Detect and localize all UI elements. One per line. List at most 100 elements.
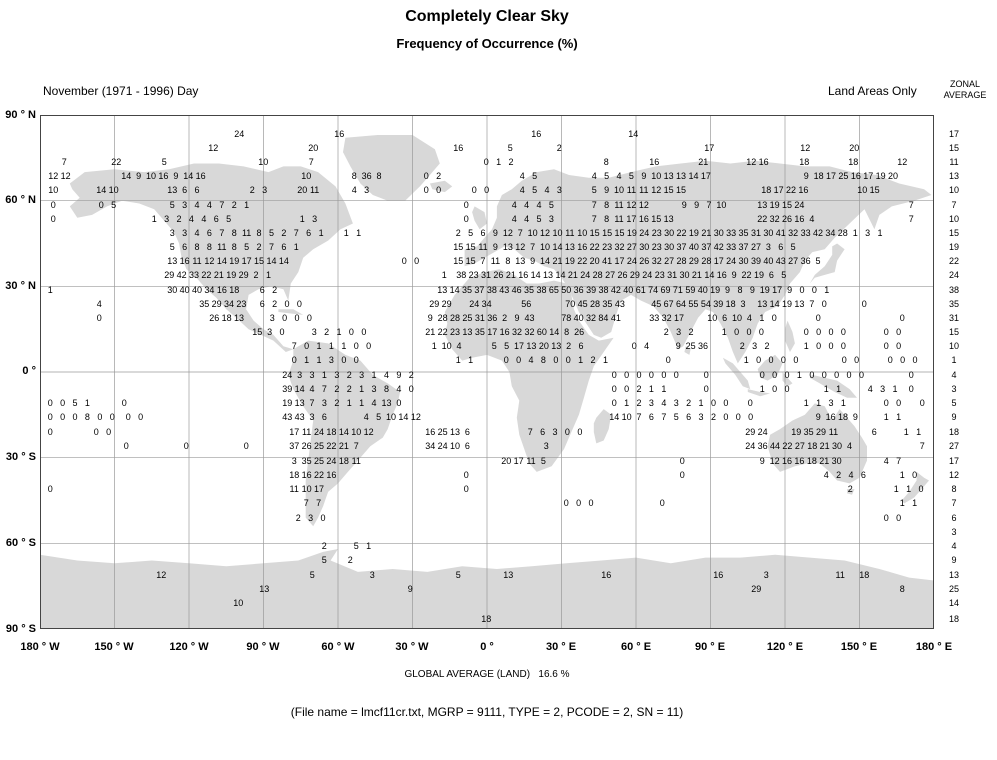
map-value: 34: [825, 228, 836, 238]
zonal-header-line2: AVERAGE: [943, 90, 987, 100]
map-value: 2: [249, 185, 255, 195]
map-value: 37: [289, 441, 300, 451]
map-value: 71: [672, 285, 683, 295]
landmass: [757, 354, 783, 381]
zonal-header-line1: ZONAL: [949, 79, 980, 89]
map-value: 12: [515, 242, 526, 252]
map-value: 2: [256, 242, 262, 252]
map-value: 4: [544, 185, 550, 195]
map-value: 0: [483, 157, 489, 167]
map-value: 18: [725, 299, 736, 309]
map-value: 14: [530, 270, 541, 280]
map-value: 0: [809, 370, 815, 380]
map-value: 3: [698, 412, 704, 422]
map-value: 8: [84, 412, 90, 422]
map-value-cluster: 29: [750, 584, 762, 594]
map-value: 4: [536, 200, 542, 210]
map-value: 0: [294, 313, 300, 323]
map-value: 13: [259, 584, 270, 594]
map-value: 11: [217, 242, 227, 252]
map-value: 1: [893, 484, 899, 494]
map-value: 1: [468, 355, 474, 365]
map-value: 33: [800, 228, 811, 238]
map-value: 9: [407, 584, 413, 594]
map-value: 29: [164, 270, 175, 280]
map-value: 0: [834, 370, 840, 380]
map-value: 6: [578, 341, 584, 351]
map-value: 9: [514, 313, 520, 323]
map-value: 36: [573, 285, 584, 295]
map-value-cluster: 18: [480, 614, 492, 624]
map-value-cluster: 70 45 28 35 43: [564, 299, 626, 309]
map-value: 0: [771, 313, 777, 323]
map-value: 3: [182, 228, 188, 238]
map-value-cluster: 7 8 11 17 16 15 13: [588, 214, 675, 224]
map-value: 0: [918, 484, 924, 494]
map-value: 2: [508, 157, 514, 167]
map-value: 3: [752, 341, 758, 351]
map-value: 5: [548, 200, 554, 210]
map-value: 10: [540, 242, 551, 252]
map-value: 4: [351, 185, 357, 195]
map-value: 17: [241, 256, 252, 266]
map-value: 69: [660, 285, 671, 295]
map-value-cluster: 0: [118, 398, 130, 408]
map-value: 15: [453, 256, 464, 266]
map-value: 30: [664, 228, 675, 238]
map-value: 34: [425, 441, 436, 451]
map-value-cluster: 29 29: [428, 299, 453, 309]
map-value: 0: [648, 370, 654, 380]
map-value: 3: [262, 185, 268, 195]
map-value: 15: [589, 228, 600, 238]
map-value: 28: [592, 270, 603, 280]
map-value: 43: [499, 285, 510, 295]
map-value: 0: [47, 398, 53, 408]
map-value: 0: [703, 384, 709, 394]
map-value: 5: [468, 228, 474, 238]
map-value-cluster: 37 26 25 22 21 7: [288, 441, 362, 451]
map-value-cluster: 9 18 17 25 16 17 19 20: [800, 171, 899, 181]
map-value: 9: [136, 171, 142, 181]
map-value: 27: [794, 441, 805, 451]
map-value-cluster: 18 16 22 16: [288, 470, 338, 480]
map-value: 13: [757, 200, 768, 210]
map-value: 21: [819, 441, 830, 451]
map-value: 12: [502, 228, 513, 238]
map-value: 0: [47, 484, 53, 494]
map-value: 33: [189, 270, 200, 280]
map-value: 1: [759, 384, 765, 394]
map-value: 0: [121, 398, 127, 408]
map-value: 2: [295, 513, 301, 523]
map-value: 11: [301, 427, 312, 437]
map-value-cluster: 18: [798, 157, 810, 167]
map-value: 30: [679, 270, 690, 280]
landmass: [288, 340, 401, 527]
map-value: 0: [47, 412, 53, 422]
landmass: [767, 403, 867, 484]
map-value: 4: [194, 200, 200, 210]
map-value: 0: [883, 398, 889, 408]
landmass: [684, 346, 691, 355]
zonal-average-value: 11: [949, 157, 959, 167]
map-value-cluster: 8 36 8: [348, 171, 385, 181]
map-value: 16: [425, 427, 436, 437]
map-value: 9: [492, 228, 498, 238]
lon-tick-label: 0 °: [480, 641, 494, 653]
map-value: 1: [903, 427, 909, 437]
map-value-cluster: 17 11 24 18 14 10 12: [288, 427, 375, 437]
map-value: 9: [173, 171, 179, 181]
map-value: 11: [526, 456, 536, 466]
map-value: 6: [480, 228, 486, 238]
lon-tick-label: 30 ° E: [545, 641, 577, 653]
map-value: 42: [713, 242, 724, 252]
map-value-cluster: 13: [258, 584, 270, 594]
map-value: 3: [369, 570, 375, 580]
map-value: 12: [651, 185, 662, 195]
map-value: 3: [371, 384, 377, 394]
